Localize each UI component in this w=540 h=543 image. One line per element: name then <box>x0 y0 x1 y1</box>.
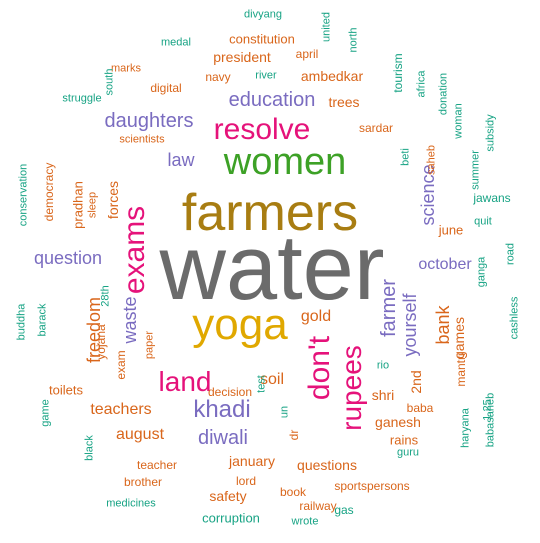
word-15: daughters <box>104 110 194 132</box>
word-1: water <box>159 217 385 319</box>
word-7: rupees <box>336 345 367 431</box>
word-39: june <box>438 222 464 238</box>
word-60: paper <box>143 330 156 360</box>
word-51: mantri <box>454 353 468 387</box>
word-52: exam <box>114 350 128 380</box>
word-2: farmers <box>181 184 359 242</box>
word-12: diwali <box>197 427 249 449</box>
word-8: land <box>158 366 212 397</box>
word-84: 28th <box>99 285 112 307</box>
word-59: saheb <box>425 145 438 175</box>
word-72: tourism <box>391 53 405 93</box>
word-30: january <box>229 453 275 469</box>
word-11: khadi <box>193 396 251 423</box>
word-54: pradhan <box>70 181 86 229</box>
word-87: ganga <box>475 256 488 288</box>
word-29: ganesh <box>375 414 421 430</box>
word-75: woman <box>452 103 465 139</box>
word-46: railway <box>299 499 337 513</box>
word-45: book <box>279 485 307 499</box>
word-38: navy <box>205 70 231 84</box>
word-5: exams <box>118 205 151 295</box>
word-70: struggle <box>62 92 102 105</box>
word-100: wrote <box>291 515 319 528</box>
word-53: yojana <box>94 324 108 360</box>
word-74: donation <box>437 72 450 116</box>
word-31: questions <box>297 457 357 473</box>
word-19: waste <box>120 296 140 344</box>
word-14: yourself <box>400 293 420 357</box>
word-63: brother <box>123 475 163 489</box>
word-83: barack <box>36 303 49 337</box>
word-35: president <box>213 49 271 65</box>
word-50: 2nd <box>408 370 424 394</box>
word-86: road <box>504 242 517 266</box>
word-48: rains <box>389 432 419 448</box>
word-10: education <box>228 89 316 111</box>
word-6: don't <box>303 335 336 401</box>
word-25: soil <box>259 371 285 388</box>
word-23: august <box>115 426 165 443</box>
word-40: trees <box>328 94 360 110</box>
word-56: toilets <box>49 382 83 398</box>
word-66: divyang <box>244 8 282 21</box>
word-20: law <box>167 150 195 170</box>
word-91: un <box>278 405 291 419</box>
word-61: scientists <box>119 133 165 146</box>
word-24: gold <box>300 308 332 325</box>
word-82: buddha <box>15 303 28 341</box>
word-13: farmer <box>378 279 400 337</box>
word-78: jawans <box>473 191 511 205</box>
word-22: teachers <box>90 401 152 418</box>
word-90: test <box>255 375 268 393</box>
word-33: sardar <box>358 121 394 135</box>
word-32: forces <box>105 180 121 220</box>
word-58: dr <box>287 429 301 441</box>
word-85: cashless <box>508 296 521 340</box>
word-57: decision <box>207 385 253 399</box>
word-44: teacher <box>136 458 178 472</box>
word-4: women <box>223 141 347 183</box>
word-62: sleep <box>86 191 99 219</box>
word-76: summer <box>469 150 482 190</box>
word-26: shri <box>371 387 395 403</box>
word-9: resolve <box>213 113 311 146</box>
word-96: babasaheb <box>484 392 497 448</box>
word-97: gas <box>334 503 354 517</box>
word-34: ambedkar <box>300 68 364 84</box>
word-94: guru <box>396 446 420 459</box>
word-43: lord <box>235 474 257 488</box>
word-93: black <box>83 435 96 461</box>
word-71: south <box>103 68 116 96</box>
word-98: medicines <box>106 497 156 510</box>
word-16: question <box>33 248 103 268</box>
word-99: corruption <box>202 510 260 526</box>
word-80: beti <box>399 148 412 166</box>
word-41: april <box>295 47 319 61</box>
word-67: united <box>320 12 333 42</box>
word-64: marks <box>111 62 141 75</box>
word-18: october <box>418 256 472 273</box>
word-68: north <box>347 27 360 53</box>
word-42: safety <box>209 488 247 504</box>
word-89: rio <box>376 359 390 372</box>
word-49: baba <box>406 401 434 415</box>
word-73: africa <box>415 70 428 98</box>
word-92: game <box>39 399 52 427</box>
word-81: conservation <box>17 163 30 227</box>
word-37: digital <box>150 81 182 95</box>
word-65: medal <box>161 36 191 49</box>
word-95: haryana <box>459 408 472 448</box>
word-3: yoga <box>192 300 288 349</box>
word-55: democracy <box>42 162 56 222</box>
word-77: subsidy <box>484 114 497 152</box>
word-47: sportspersons <box>334 479 410 493</box>
word-79: quit <box>474 215 492 228</box>
word-69: river <box>255 69 277 82</box>
word-27: bank <box>433 305 453 345</box>
word-36: constitution <box>229 31 295 47</box>
